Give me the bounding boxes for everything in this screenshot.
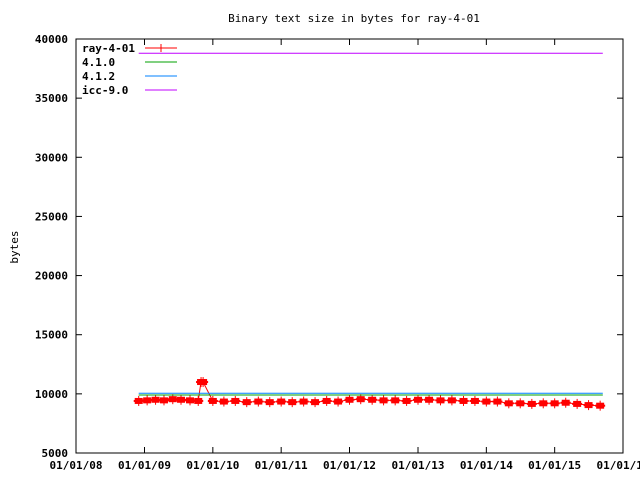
data-point bbox=[198, 377, 209, 388]
x-tick-label: 01/01/16 bbox=[597, 459, 640, 472]
data-point bbox=[435, 395, 446, 406]
data-point bbox=[150, 394, 161, 405]
x-tick-label: 01/01/09 bbox=[118, 459, 171, 472]
x-tick-label: 01/01/12 bbox=[323, 459, 376, 472]
data-point bbox=[503, 398, 514, 409]
chart-title: Binary text size in bytes for ray-4-01 bbox=[228, 12, 480, 25]
data-point bbox=[538, 398, 549, 409]
data-point bbox=[572, 398, 583, 409]
y-tick-label: 20000 bbox=[35, 270, 68, 283]
data-point bbox=[481, 396, 492, 407]
y-tick-label: 35000 bbox=[35, 92, 68, 105]
y-tick-label: 30000 bbox=[35, 151, 68, 164]
plot-frame bbox=[75, 38, 624, 454]
data-point bbox=[218, 396, 229, 407]
data-point bbox=[264, 397, 275, 408]
y-axis: 5000 10000 15000 20000 25000 30000 35000 40000 bbox=[35, 33, 623, 460]
data-point bbox=[424, 394, 435, 405]
data-point bbox=[595, 400, 606, 411]
data-point bbox=[241, 397, 252, 408]
data-point bbox=[390, 395, 401, 406]
x-tick-label: 01/01/08 bbox=[50, 459, 103, 472]
x-tick-label: 01/01/13 bbox=[392, 459, 445, 472]
data-point bbox=[310, 397, 321, 408]
data-point bbox=[133, 395, 144, 406]
data-point bbox=[469, 395, 480, 406]
legend-label: 4.1.2 bbox=[82, 70, 115, 83]
legend-label: 4.1.0 bbox=[82, 56, 115, 69]
x-tick-label: 01/01/10 bbox=[186, 459, 239, 472]
y-axis-label: bytes bbox=[8, 230, 21, 263]
x-tick-label: 01/01/14 bbox=[460, 459, 513, 472]
legend-label: ray-4-01 bbox=[82, 42, 135, 55]
data-point bbox=[158, 395, 169, 406]
data-point bbox=[549, 398, 560, 409]
x-axis: 01/01/08 01/01/09 01/01/10 01/01/11 01/01/12… bbox=[50, 39, 640, 472]
data-point bbox=[378, 395, 389, 406]
series-layer bbox=[133, 52, 606, 411]
data-point bbox=[492, 396, 503, 407]
data-point bbox=[515, 398, 526, 409]
legend-label: icc-9.0 bbox=[82, 84, 128, 97]
data-point bbox=[355, 394, 366, 405]
data-point bbox=[446, 395, 457, 406]
y-tick-label: 10000 bbox=[35, 388, 68, 401]
data-point bbox=[344, 394, 355, 405]
y-tick-label: 15000 bbox=[35, 329, 68, 342]
data-point bbox=[321, 395, 332, 406]
y-tick-label: 40000 bbox=[35, 33, 68, 46]
data-point bbox=[298, 396, 309, 407]
data-point bbox=[458, 395, 469, 406]
data-point bbox=[333, 396, 344, 407]
data-point bbox=[583, 400, 594, 411]
x-tick-label: 01/01/15 bbox=[528, 459, 581, 472]
data-point bbox=[142, 395, 153, 406]
data-point bbox=[287, 397, 298, 408]
x-tick-label: 01/01/11 bbox=[255, 459, 308, 472]
data-point bbox=[207, 395, 218, 406]
y-tick-label: 5000 bbox=[42, 447, 69, 460]
data-point bbox=[526, 398, 537, 409]
data-point bbox=[560, 397, 571, 408]
data-point bbox=[413, 394, 424, 405]
y-tick-label: 25000 bbox=[35, 210, 68, 223]
data-point bbox=[401, 395, 412, 406]
data-point bbox=[176, 394, 187, 405]
data-point bbox=[276, 396, 287, 407]
data-point bbox=[230, 395, 241, 406]
data-point bbox=[367, 394, 378, 405]
data-point bbox=[253, 396, 264, 407]
data-point bbox=[193, 395, 204, 406]
